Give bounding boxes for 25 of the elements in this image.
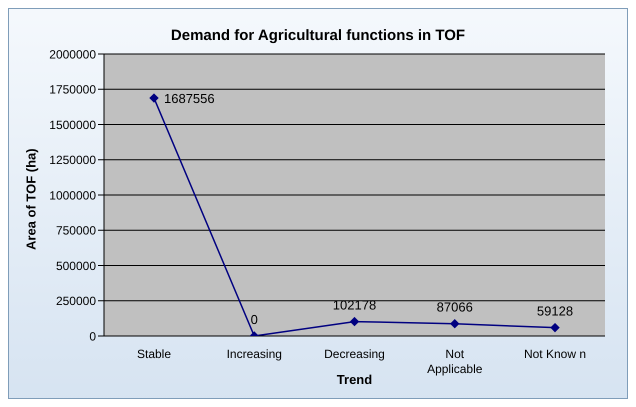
chart-title: Demand for Agricultural functions in TOF [170,27,466,44]
data-label: 0 [250,312,258,327]
y-tick-label: 500000 [56,258,96,273]
x-tick-label: Decreasing [324,347,385,361]
point [550,323,560,332]
point [150,94,158,103]
data-label: 59128 [536,304,574,319]
data-label: 87066 [436,300,473,315]
x-axis-title: Trend [336,372,372,387]
y-tick-label: 2000000 [49,47,96,62]
y-tick-label: 750000 [56,224,96,238]
data-label: 1687556 [164,91,215,106]
y-tick-label: 1000000 [49,188,96,202]
x-tick-label: Not Know n [524,347,586,361]
y-axis-title: Area of TOF (ha) [24,148,39,250]
y-tick-label: 0 [89,329,96,344]
y-tick-label: 1750000 [49,82,96,97]
y-tick-label: 1250000 [49,153,96,168]
x-tick-label: Stable [136,347,172,361]
y-tick-label: 1500000 [49,118,96,132]
x-tick-label: Increasing [226,347,282,361]
point [450,319,460,328]
x-tick-label: Not Applicable [427,347,483,376]
point [350,317,359,326]
y-tick-label: 250000 [56,294,96,308]
